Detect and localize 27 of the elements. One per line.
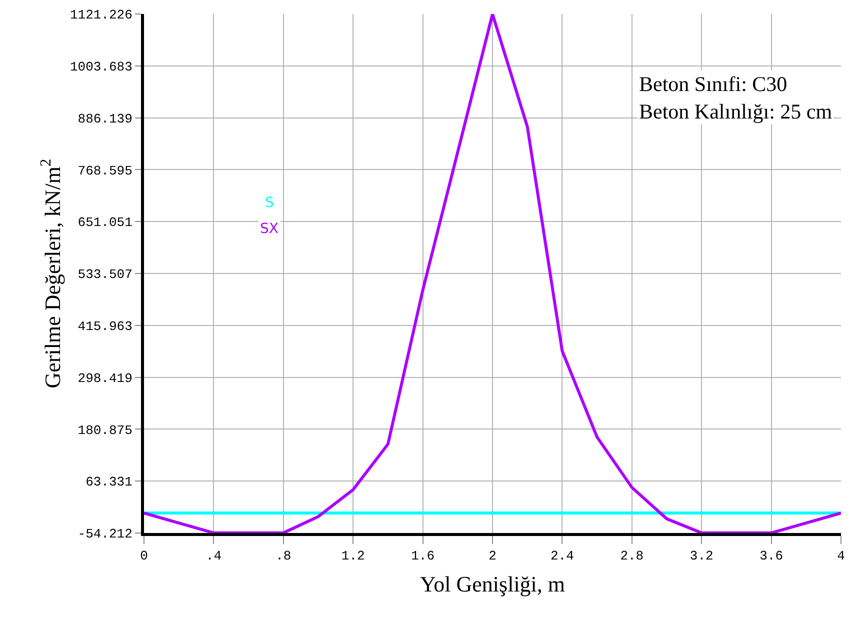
- annotation: Beton Sınıfi: C30 Beton Kalınlığı: 25 cm: [639, 72, 832, 124]
- x-tick-label: .8: [276, 548, 292, 564]
- y-tick-label: 1003.683: [70, 59, 132, 74]
- x-axis-title: Yol Genişliği, m: [420, 572, 566, 596]
- x-tick-label: 2.8: [620, 548, 644, 564]
- y-tick-label: 415.963: [78, 318, 132, 334]
- text: SX: [260, 221, 279, 237]
- y-tick-label: 533.507: [78, 267, 132, 282]
- y-tick-label: 180.875: [78, 422, 132, 438]
- x-tick-label: 0: [140, 548, 148, 564]
- y-tick-label: 768.595: [78, 163, 132, 178]
- y-tick-label: -54.212: [78, 526, 132, 542]
- line-series: [144, 14, 841, 533]
- y-tick-label: 1121.226: [70, 8, 132, 23]
- x-tick-label: 3.6: [760, 548, 784, 564]
- x-tick-label: 4: [837, 548, 846, 564]
- y-tick-label: 63.331: [86, 474, 133, 490]
- y-tick-label: 298.419: [78, 370, 132, 386]
- x-tick-label: 2: [488, 548, 496, 564]
- x-tick-label: .4: [206, 548, 222, 564]
- x-tick-label: 2.4: [550, 548, 574, 564]
- x-tick-label: 1.6: [411, 548, 435, 564]
- x-tick-label: 3.2: [690, 548, 714, 564]
- y-tick-label: 886.139: [78, 111, 132, 126]
- text: S: [265, 195, 274, 211]
- x-tick-label: 1.2: [341, 548, 365, 564]
- y-tick-label: 651.051: [78, 215, 133, 230]
